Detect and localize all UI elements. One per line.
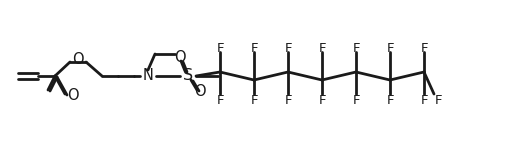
Text: N: N (143, 69, 154, 83)
Text: F: F (250, 93, 258, 107)
Text: O: O (174, 50, 186, 64)
Text: F: F (284, 93, 292, 107)
Text: O: O (72, 52, 84, 67)
Text: F: F (318, 93, 326, 107)
Text: F: F (352, 41, 360, 55)
Text: F: F (352, 93, 360, 107)
Text: S: S (183, 69, 193, 83)
Text: F: F (284, 41, 292, 55)
Text: F: F (318, 41, 326, 55)
Text: F: F (386, 93, 394, 107)
Text: O: O (67, 88, 79, 102)
Text: O: O (194, 85, 206, 100)
Text: F: F (250, 41, 258, 55)
Text: F: F (434, 93, 441, 107)
Text: F: F (420, 93, 428, 107)
Text: F: F (386, 41, 394, 55)
Text: F: F (420, 41, 428, 55)
Text: F: F (216, 41, 224, 55)
Text: F: F (216, 93, 224, 107)
